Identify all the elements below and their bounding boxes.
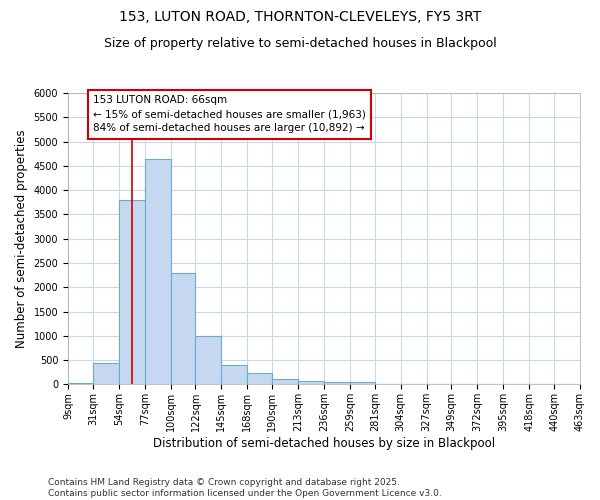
Bar — [350, 382, 375, 384]
Text: Contains HM Land Registry data © Crown copyright and database right 2025.
Contai: Contains HM Land Registry data © Crown c… — [48, 478, 442, 498]
Bar — [145, 158, 170, 384]
Bar — [196, 336, 221, 384]
Bar — [247, 374, 272, 384]
X-axis label: Distribution of semi-detached houses by size in Blackpool: Distribution of semi-detached houses by … — [153, 437, 495, 450]
Bar — [298, 380, 324, 384]
Y-axis label: Number of semi-detached properties: Number of semi-detached properties — [15, 130, 28, 348]
Bar — [324, 382, 350, 384]
Bar — [272, 378, 298, 384]
Bar — [170, 272, 196, 384]
Bar — [93, 362, 119, 384]
Text: 153 LUTON ROAD: 66sqm
← 15% of semi-detached houses are smaller (1,963)
84% of s: 153 LUTON ROAD: 66sqm ← 15% of semi-deta… — [93, 96, 366, 134]
Text: Size of property relative to semi-detached houses in Blackpool: Size of property relative to semi-detach… — [104, 38, 496, 51]
Bar — [221, 365, 247, 384]
Bar — [119, 200, 145, 384]
Bar — [68, 383, 93, 384]
Text: 153, LUTON ROAD, THORNTON-CLEVELEYS, FY5 3RT: 153, LUTON ROAD, THORNTON-CLEVELEYS, FY5… — [119, 10, 481, 24]
